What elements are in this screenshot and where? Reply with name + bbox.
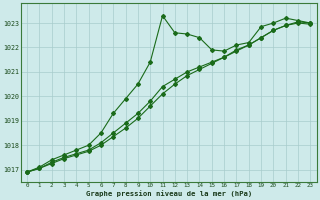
X-axis label: Graphe pression niveau de la mer (hPa): Graphe pression niveau de la mer (hPa) bbox=[85, 190, 252, 197]
